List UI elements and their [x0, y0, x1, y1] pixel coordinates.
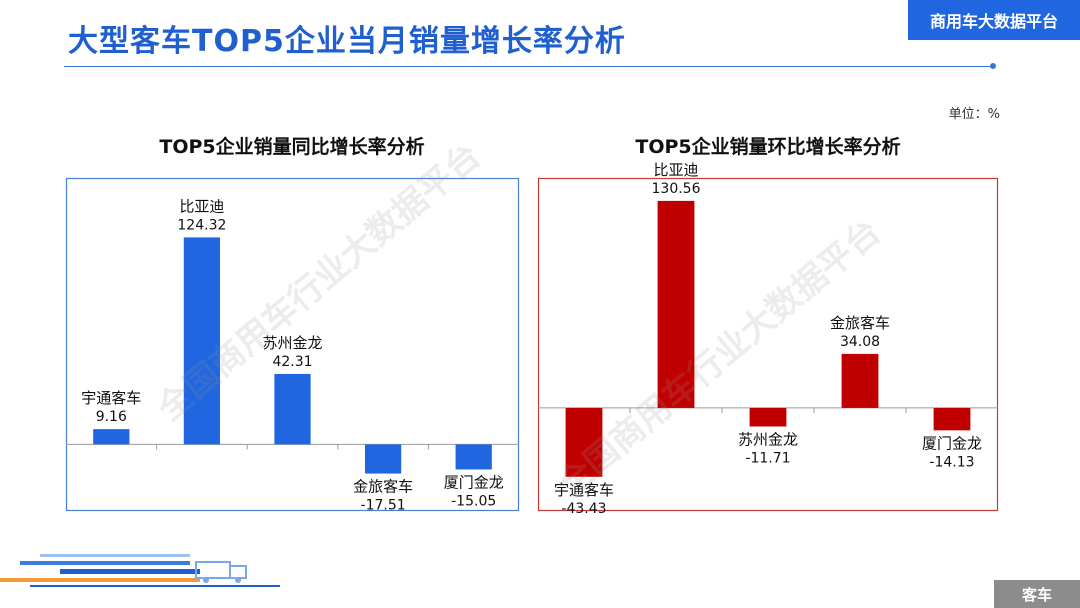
mom-value-label-4: -14.13: [929, 454, 974, 470]
mom-bar-4: [933, 407, 971, 431]
yoy-chart-frame: [65, 177, 520, 512]
mom-category-label-4: 厦门金龙: [922, 434, 982, 452]
yoy-bar-3: [364, 444, 402, 474]
mom-value-label-3: 34.08: [840, 334, 880, 350]
yoy-bar-1: [183, 237, 221, 445]
yoy-chart-title: TOP5企业销量同比增长率分析: [159, 136, 425, 158]
brand-badge: 商用车大数据平台: [908, 0, 1080, 40]
mom-value-label-2: -11.71: [745, 450, 790, 466]
mom-category-label-0: 宇通客车: [554, 481, 614, 499]
yoy-bar-0: [93, 429, 130, 445]
yoy-category-label-4: 厦门金龙: [444, 473, 504, 491]
mom-category-label-2: 苏州金龙: [738, 430, 798, 448]
yoy-bar-4: [455, 444, 492, 470]
yoy-value-label-0: 9.16: [96, 409, 127, 425]
yoy-chart: 宇通客车 9.16 比亚迪 124.32 苏州金龙 42.31 金旅客车 -17.51 厦门金龙…: [65, 177, 520, 514]
mom-bar-1: [657, 200, 695, 408]
yoy-value-label-4: -15.05: [451, 493, 496, 509]
yoy-category-label-2: 苏州金龙: [262, 334, 322, 352]
mom-category-label-1: 比亚迪: [653, 161, 698, 179]
yoy-bar-2: [274, 373, 311, 445]
yoy-category-label-0: 宇通客车: [81, 389, 141, 407]
yoy-value-label-3: -17.51: [361, 498, 406, 514]
mom-category-label-3: 金旅客车: [830, 314, 890, 332]
unit-label: 单位：%: [948, 107, 1000, 122]
mom-bar-0: [565, 407, 603, 477]
mom-value-label-1: 130.56: [652, 181, 701, 197]
page-title: 大型客车TOP5企业当月销量增长率分析: [68, 24, 626, 59]
yoy-category-label-3: 金旅客车: [353, 478, 413, 496]
divider-dot: [990, 63, 996, 69]
mom-chart: 宇通客车 -43.43 比亚迪 130.56 苏州金龙 -11.71 金旅客车 34.08 厦门…: [537, 161, 999, 517]
mom-chart-frame: [537, 177, 999, 512]
yoy-value-label-1: 124.32: [177, 217, 226, 233]
mom-bar-2: [749, 407, 787, 427]
yoy-value-label-2: 42.31: [272, 354, 312, 370]
footer-category-badge: 客车: [994, 580, 1080, 608]
title-divider: [64, 66, 994, 67]
truck-logo-decoration: [0, 554, 280, 587]
mom-bar-3: [841, 353, 879, 408]
yoy-category-label-1: 比亚迪: [179, 197, 224, 215]
mom-chart-title: TOP5企业销量环比增长率分析: [635, 136, 901, 158]
mom-value-label-0: -43.43: [561, 501, 606, 517]
